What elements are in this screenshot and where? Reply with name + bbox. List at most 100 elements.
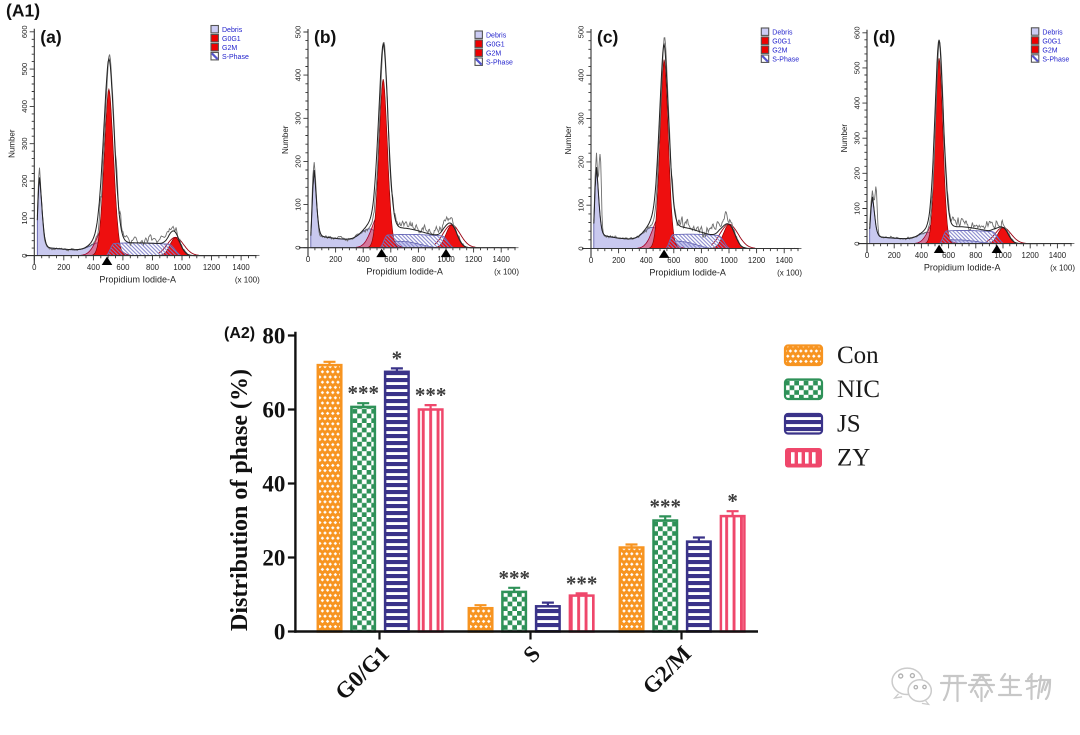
svg-text:300: 300 [294, 112, 303, 125]
svg-text:Number: Number [840, 124, 849, 153]
svg-text:(x 100): (x 100) [777, 269, 802, 278]
svg-text:600: 600 [116, 263, 130, 272]
svg-text:1400: 1400 [1049, 251, 1067, 260]
svg-text:0: 0 [32, 263, 37, 272]
svg-text:0: 0 [577, 246, 586, 250]
svg-text:100: 100 [577, 199, 586, 212]
svg-text:1000: 1000 [994, 251, 1012, 260]
svg-text:G0G1: G0G1 [1042, 38, 1061, 45]
svg-text:1200: 1200 [748, 256, 766, 265]
svg-text:***: *** [415, 383, 447, 407]
svg-text:G0G1: G0G1 [486, 42, 505, 49]
svg-text:200: 200 [294, 155, 303, 168]
svg-text:Propidium Iodide-A: Propidium Iodide-A [924, 263, 1001, 273]
svg-text:600: 600 [667, 256, 681, 265]
svg-text:Debris: Debris [772, 30, 793, 37]
svg-text:400: 400 [87, 263, 101, 272]
svg-text:G0G1: G0G1 [772, 39, 791, 46]
svg-text:(x 100): (x 100) [235, 276, 260, 285]
svg-text:0: 0 [865, 251, 870, 260]
svg-text:500: 500 [294, 26, 303, 39]
svg-text:400: 400 [915, 251, 929, 260]
svg-text:ZY: ZY [837, 445, 870, 472]
svg-text:500: 500 [577, 26, 586, 39]
svg-text:G0G1: G0G1 [222, 36, 241, 43]
svg-text:***: *** [498, 566, 530, 590]
svg-text:Debris: Debris [222, 27, 243, 34]
svg-text:400: 400 [357, 255, 371, 264]
svg-text:(d): (d) [873, 27, 895, 47]
svg-text:(A1): (A1) [6, 1, 40, 21]
svg-text:Propidium Iodide-A: Propidium Iodide-A [649, 268, 726, 278]
svg-text:0: 0 [589, 256, 594, 265]
svg-text:600: 600 [853, 26, 862, 39]
svg-text:Debris: Debris [1042, 29, 1063, 36]
svg-text:S-Phase: S-Phase [222, 54, 249, 61]
svg-text:Distribution of phase (%): Distribution of phase (%) [227, 369, 253, 631]
svg-text:1400: 1400 [493, 255, 511, 264]
svg-text:80: 80 [262, 324, 285, 349]
svg-text:300: 300 [853, 132, 862, 145]
svg-text:60: 60 [262, 398, 285, 423]
svg-text:500: 500 [853, 62, 862, 75]
svg-text:300: 300 [577, 112, 586, 125]
svg-text:(A2): (A2) [224, 325, 255, 342]
svg-text:(x 100): (x 100) [1050, 264, 1075, 273]
svg-text:500: 500 [20, 63, 29, 76]
svg-text:0: 0 [294, 246, 303, 250]
svg-text:Number: Number [7, 129, 16, 158]
svg-text:1400: 1400 [232, 263, 250, 272]
svg-text:100: 100 [294, 198, 303, 211]
svg-text:1200: 1200 [203, 263, 221, 272]
svg-text:(a): (a) [40, 27, 61, 47]
svg-text:100: 100 [20, 212, 29, 225]
svg-text:200: 200 [329, 255, 343, 264]
svg-text:300: 300 [20, 137, 29, 150]
svg-text:S-Phase: S-Phase [486, 60, 513, 67]
svg-text:1000: 1000 [437, 255, 455, 264]
svg-text:200: 200 [612, 256, 626, 265]
svg-text:800: 800 [695, 256, 709, 265]
svg-text:800: 800 [146, 263, 160, 272]
svg-text:0: 0 [306, 255, 311, 264]
svg-text:0: 0 [274, 620, 286, 645]
svg-text:600: 600 [20, 25, 29, 38]
svg-text:JS: JS [837, 411, 861, 438]
svg-text:*: * [392, 346, 403, 370]
svg-text:400: 400 [294, 69, 303, 82]
svg-text:Number: Number [564, 126, 573, 155]
svg-text:400: 400 [853, 97, 862, 110]
svg-text:100: 100 [853, 202, 862, 215]
svg-text:Propidium Iodide-A: Propidium Iodide-A [99, 275, 176, 285]
svg-text:*: * [727, 489, 738, 513]
svg-text:NIC: NIC [837, 376, 880, 403]
svg-text:400: 400 [640, 256, 654, 265]
svg-text:200: 200 [888, 251, 902, 260]
svg-text:G2M: G2M [222, 45, 237, 52]
svg-text:***: *** [649, 494, 681, 518]
svg-text:200: 200 [20, 175, 29, 188]
svg-text:800: 800 [969, 251, 983, 260]
svg-text:S-Phase: S-Phase [1042, 56, 1069, 63]
svg-text:1200: 1200 [465, 255, 483, 264]
svg-text:***: *** [566, 571, 598, 595]
svg-text:400: 400 [577, 69, 586, 82]
svg-text:Propidium Iodide-A: Propidium Iodide-A [366, 267, 443, 277]
svg-text:G2M: G2M [486, 51, 501, 58]
svg-text:20: 20 [262, 546, 285, 571]
svg-text:(x 100): (x 100) [494, 268, 519, 277]
svg-text:200: 200 [577, 156, 586, 169]
svg-text:S-Phase: S-Phase [772, 57, 799, 64]
svg-text:G2M: G2M [1042, 47, 1057, 54]
svg-text:G2M: G2M [772, 48, 787, 55]
svg-text:1000: 1000 [720, 256, 738, 265]
svg-text:0: 0 [20, 253, 29, 257]
svg-text:Number: Number [281, 125, 290, 154]
svg-text:Debris: Debris [486, 33, 507, 40]
svg-text:1400: 1400 [776, 256, 794, 265]
svg-text:***: *** [347, 381, 379, 405]
svg-text:1200: 1200 [1022, 251, 1040, 260]
svg-text:600: 600 [384, 255, 398, 264]
svg-text:200: 200 [57, 263, 71, 272]
svg-text:800: 800 [412, 255, 426, 264]
